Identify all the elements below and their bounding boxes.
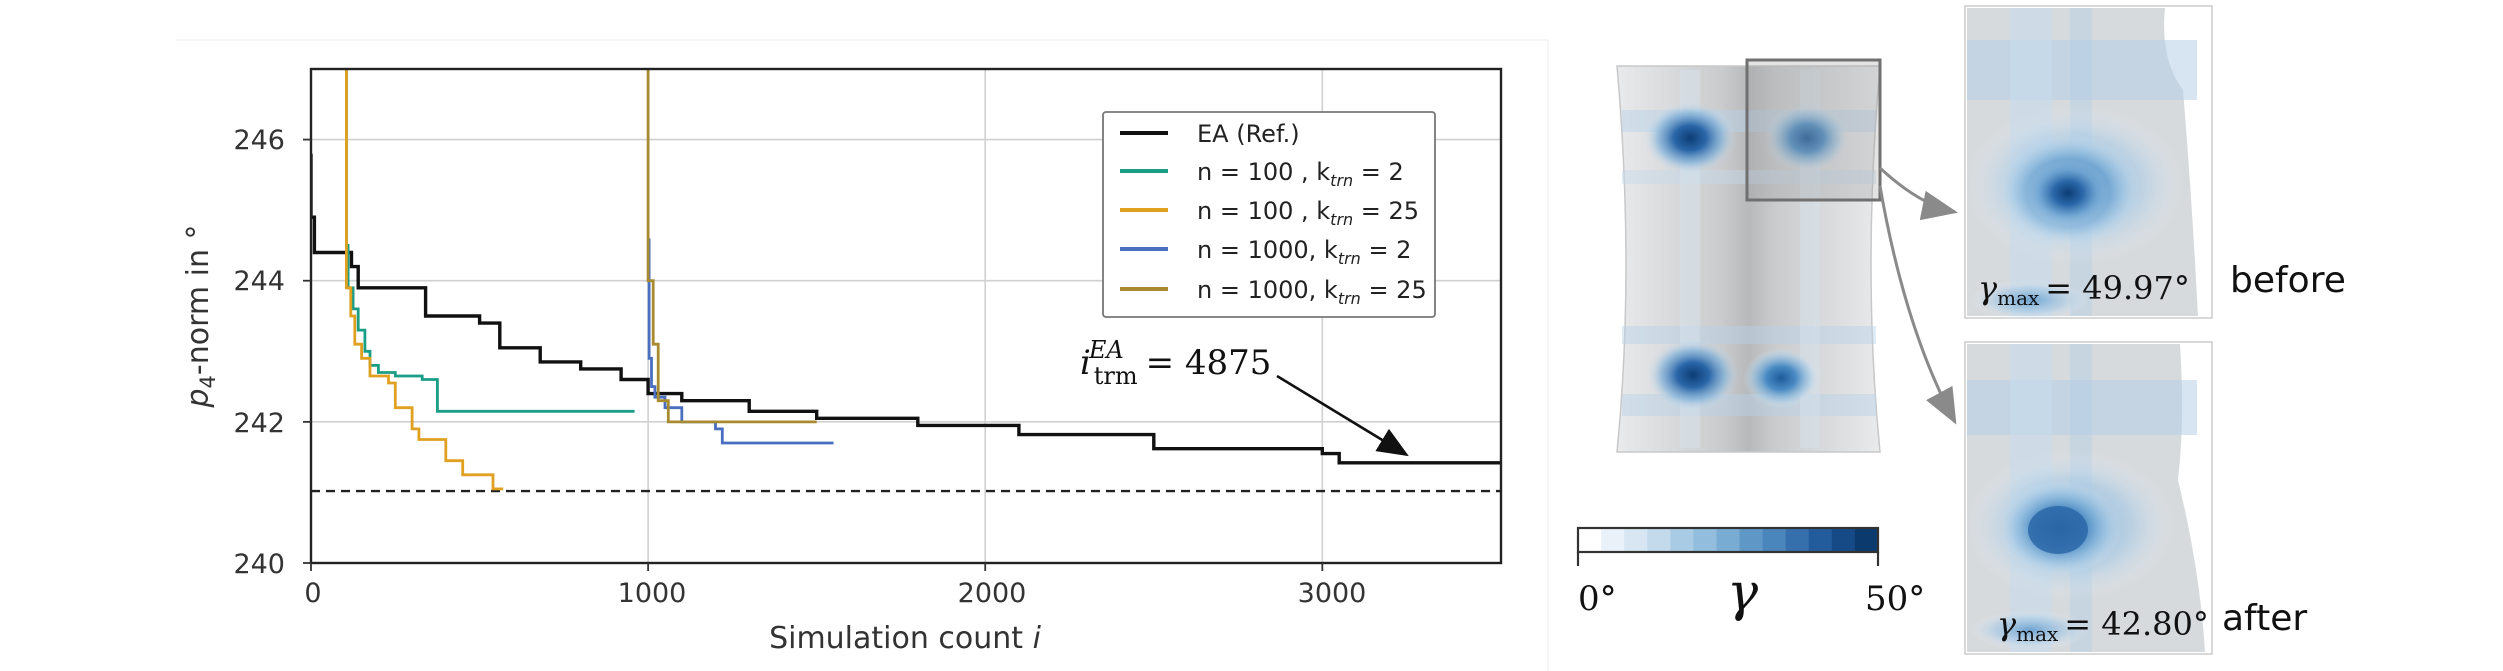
colorbar-segment — [1670, 528, 1694, 552]
colorbar-segment — [1716, 528, 1741, 552]
colorbar-segment — [1831, 528, 1856, 552]
specimen-contour — [1616, 58, 1882, 453]
colorbar-segment — [1693, 528, 1717, 552]
legend-label: n = 1000, ktrn = 25 — [1197, 276, 1427, 308]
x-axis-label: Simulation count i — [769, 621, 1042, 656]
legend-label: n = 100 , ktrn = 2 — [1197, 158, 1404, 190]
series-line-5 — [646, 69, 817, 424]
x-tick-label: 2000 — [958, 578, 1027, 609]
colorbar-segment — [1762, 528, 1787, 552]
colorbar — [1576, 526, 1880, 566]
colorbar-segment — [1808, 528, 1833, 552]
x-tick-label: 3000 — [1298, 578, 1367, 609]
legend-label: EA (Ref.) — [1197, 120, 1300, 148]
annotation-arrow — [1276, 374, 1409, 457]
series-line-4 — [647, 238, 834, 445]
inset-after-caption: after — [2222, 598, 2307, 639]
colorbar-segment — [1578, 528, 1602, 552]
y-tick-label: 246 — [233, 125, 285, 156]
colorbar-segment — [1854, 528, 1879, 552]
colorbar-min-label: 0° — [1578, 579, 1617, 619]
colorbar-max-label: 50° — [1865, 579, 1925, 619]
zoom-arrow — [1878, 185, 1957, 425]
series-line-3 — [344, 69, 504, 491]
series-line-1 — [311, 153, 1501, 465]
inset-before-caption: before — [2230, 260, 2346, 301]
series-line-2 — [344, 69, 635, 413]
inset-before — [1964, 5, 2213, 320]
colorbar-segment — [1601, 528, 1625, 552]
y-tick-label: 244 — [233, 266, 285, 297]
annotation-label: iEA trm = 4875 — [1080, 336, 1271, 390]
colorbar-segment — [1739, 528, 1764, 552]
zoom-arrow — [1878, 166, 1958, 221]
axis-ticks — [303, 138, 1324, 571]
colorbar-symbol: γ — [1727, 563, 1759, 623]
plot-frame — [309, 67, 1503, 565]
inset-after-gamma-label: γmax = 42.80° — [1997, 605, 2209, 646]
colorbar-segment — [1624, 528, 1648, 552]
colorbar-frame — [1576, 526, 1880, 554]
legend: EA (Ref.) n = 100 , ktrn = 2 n = 100 , k… — [1102, 111, 1436, 318]
inset-after — [1964, 341, 2213, 655]
y-axis-label: p4-norm in ° — [181, 224, 220, 408]
colorbar-segment — [1647, 528, 1671, 552]
inset-before-gamma-label: γmax = 49.97° — [1978, 269, 2190, 310]
x-tick-label: 1000 — [618, 578, 687, 609]
legend-label: n = 100 , ktrn = 25 — [1197, 197, 1419, 229]
legend-label: n = 1000, ktrn = 2 — [1197, 236, 1411, 268]
x-tick-label: 0 — [304, 578, 321, 609]
colorbar-segment — [1785, 528, 1810, 552]
plot-series — [311, 69, 1501, 491]
y-tick-label: 240 — [233, 549, 285, 580]
y-tick-label: 242 — [233, 408, 285, 439]
